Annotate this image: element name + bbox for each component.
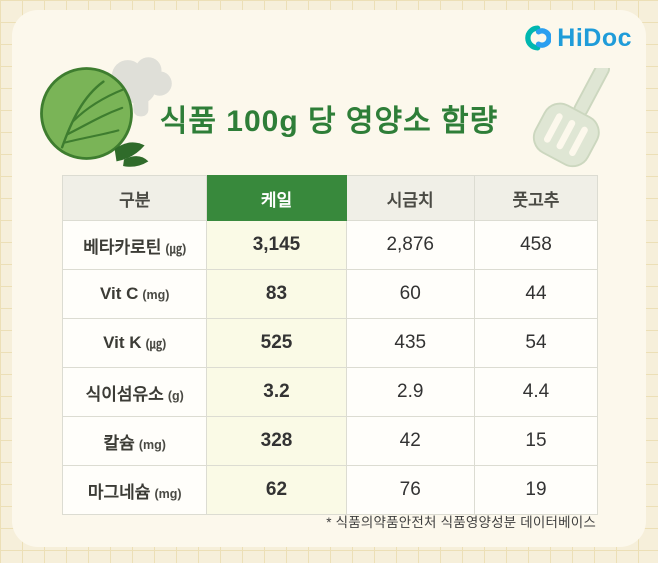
table-cell: 44: [473, 269, 599, 319]
col-header-kale: 케일: [206, 175, 347, 221]
table-row: Vit K (㎍) 525 435 54: [61, 318, 599, 368]
row-label-text: 베타카로틴: [83, 237, 162, 257]
nutrition-table-wrap: 구분 케일 시금치 풋고추 베타카로틴 (㎍) 3,145 2,876 458 V…: [61, 175, 599, 515]
table-cell: 3.2: [206, 367, 347, 417]
cabbage-illustration: [40, 57, 172, 167]
hidoc-logo: HiDoc: [519, 22, 632, 54]
row-label-magnesium: 마그네슘 (mg): [61, 465, 208, 515]
table-cell: 2.9: [345, 367, 475, 417]
col-header-category: 구분: [61, 175, 208, 221]
row-label-text: Vit C: [99, 284, 139, 303]
table-row: 마그네슘 (mg) 62 76 19: [61, 465, 599, 515]
table-row: 베타카로틴 (㎍) 3,145 2,876 458: [61, 220, 599, 270]
hidoc-logo-icon: [525, 25, 552, 51]
table-row: 식이섬유소 (g) 3.2 2.9 4.4: [61, 367, 599, 417]
table-cell: 15: [473, 416, 599, 466]
table-cell: 4.4: [473, 367, 599, 417]
table-row: Vit C (mg) 83 60 44: [61, 269, 599, 319]
table-cell: 458: [473, 220, 599, 270]
row-label-calcium: 칼슘 (mg): [61, 416, 208, 466]
row-unit: (㎍): [145, 337, 167, 351]
col-header-green-pepper: 풋고추: [473, 175, 599, 221]
row-label-text: 마그네슘: [87, 482, 151, 502]
nutrition-table: 구분 케일 시금치 풋고추 베타카로틴 (㎍) 3,145 2,876 458 V…: [61, 175, 599, 515]
table-cell: 62: [206, 465, 347, 515]
row-unit: (mg): [142, 288, 170, 302]
row-unit: (g): [167, 388, 184, 403]
table-cell: 435: [345, 318, 475, 368]
spatula-icon: [532, 68, 610, 168]
row-label-text: 식이섬유소: [85, 384, 164, 404]
table-header-row: 구분 케일 시금치 풋고추: [61, 175, 599, 221]
table-cell: 83: [206, 269, 347, 319]
row-unit: (mg): [154, 486, 182, 501]
table-cell: 42: [345, 416, 475, 466]
col-header-spinach: 시금치: [345, 175, 475, 221]
cabbage-icon: [40, 67, 149, 167]
row-label-text: 칼슘: [103, 433, 135, 453]
row-label-text: Vit K: [103, 333, 142, 352]
table-cell: 328: [206, 416, 347, 466]
table-cell: 60: [345, 269, 475, 319]
table-row: 칼슘 (mg) 328 42 15: [61, 416, 599, 466]
table-cell: 54: [473, 318, 599, 368]
table-cell: 525: [206, 318, 347, 368]
table-cell: 76: [345, 465, 475, 515]
table-cell: 3,145: [206, 220, 347, 270]
row-unit: (mg): [138, 437, 166, 452]
page-title: 식품 100g 당 영양소 함량: [159, 105, 499, 138]
table-cell: 2,876: [345, 220, 475, 270]
source-footnote: * 식품의약품안전처 식품영양성분 데이터베이스: [326, 515, 596, 530]
row-label-vit-c: Vit C (mg): [61, 269, 208, 319]
hidoc-logo-text: HiDoc: [557, 23, 632, 52]
row-label-vit-k: Vit K (㎍): [61, 318, 208, 368]
row-unit: (㎍): [165, 241, 187, 256]
row-label-beta-carotene: 베타카로틴 (㎍): [61, 220, 208, 270]
row-label-dietary-fiber: 식이섬유소 (g): [61, 367, 208, 417]
table-cell: 19: [473, 465, 599, 515]
